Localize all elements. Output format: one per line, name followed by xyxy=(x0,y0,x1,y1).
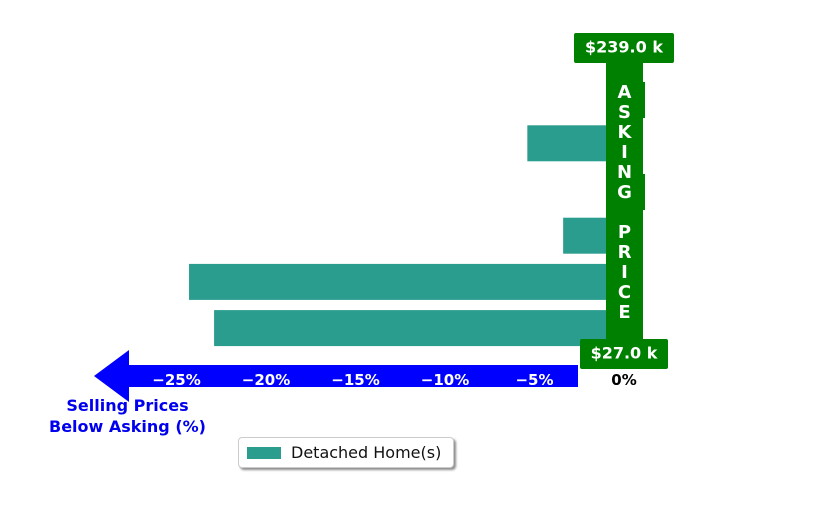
x-axis-label-line-2: Below Asking (%) xyxy=(49,417,206,436)
asking-band-notch xyxy=(640,82,645,118)
asking-band-letter: K xyxy=(618,122,633,143)
legend: Detached Home(s) xyxy=(238,437,454,468)
asking-band-letter: A xyxy=(618,82,632,103)
asking-band-top-label: $239.0 k xyxy=(585,38,663,57)
asking-band-top-label-box xyxy=(574,33,674,63)
x-tick-label: −20% xyxy=(242,371,290,389)
x-tick-label: −10% xyxy=(421,371,469,389)
asking-band-letter: N xyxy=(617,162,632,183)
asking-band-bottom-label-box xyxy=(580,339,668,369)
asking-band-bottom-label: $27.0 k xyxy=(591,344,658,363)
asking-band-letter: P xyxy=(618,222,631,243)
asking-band-letter: G xyxy=(617,182,632,203)
asking-band-letter: E xyxy=(618,302,630,323)
bar-series xyxy=(189,125,624,347)
asking-band-letter: I xyxy=(621,262,628,283)
asking-band-letter: R xyxy=(618,242,632,263)
x-axis-label-line-1: Selling Prices xyxy=(66,396,189,415)
x-tick-label: −25% xyxy=(152,371,200,389)
asking-band-letter: I xyxy=(621,142,628,163)
asking-band-letter: C xyxy=(618,282,631,303)
x-tick-label: −15% xyxy=(331,371,379,389)
x-axis-arrow xyxy=(94,350,578,402)
x-axis-label: Selling Prices Below Asking (%) xyxy=(30,395,225,437)
x-axis: −25% −20% −15% −10% −5% 0% xyxy=(94,350,637,402)
x-tick-label: −5% xyxy=(515,371,553,389)
legend-label: Detached Home(s) xyxy=(291,443,442,462)
asking-band-letter: S xyxy=(618,102,631,123)
bar-4 xyxy=(189,263,624,300)
asking-band-notch xyxy=(640,174,645,210)
legend-swatch xyxy=(247,447,281,459)
x-tick-label: 0% xyxy=(611,371,636,389)
bar-5 xyxy=(214,310,624,347)
asking-band-bar xyxy=(606,58,643,344)
